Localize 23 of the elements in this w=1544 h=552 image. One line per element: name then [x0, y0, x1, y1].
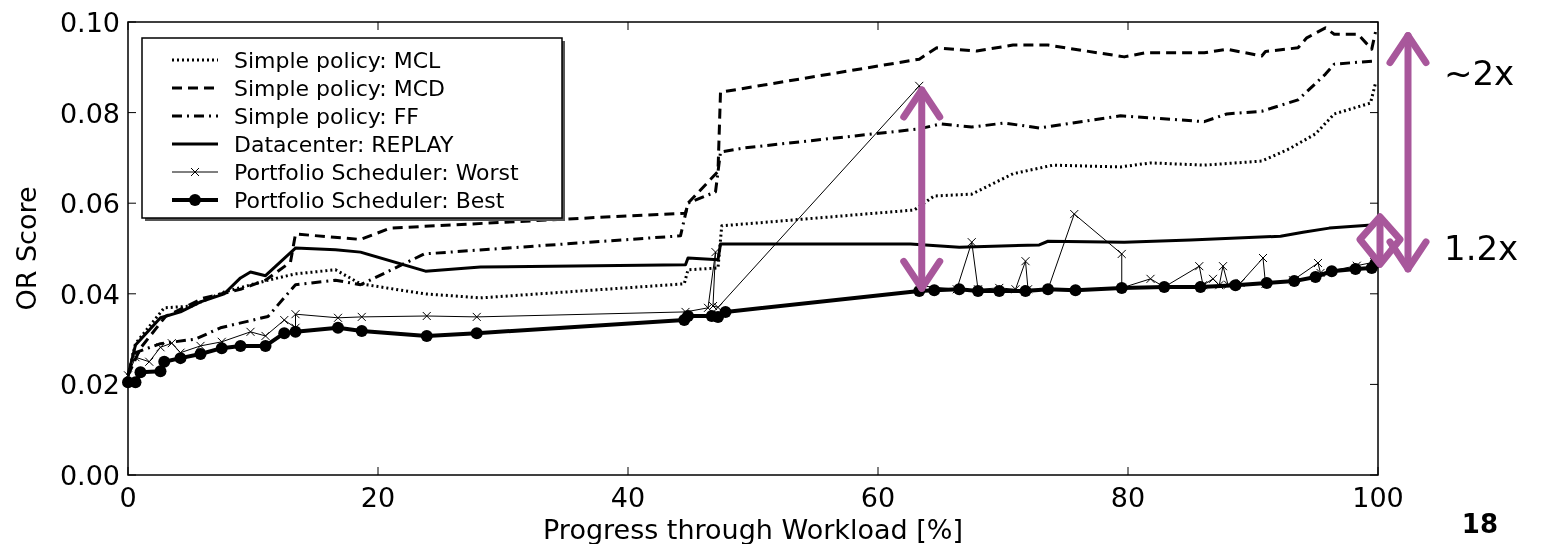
legend-label: Portfolio Scheduler: Worst: [234, 160, 520, 185]
y-tick-label: 0.06: [59, 188, 120, 220]
y-tick-label: 0.00: [59, 460, 120, 491]
legend-label: Portfolio Scheduler: Best: [234, 188, 505, 213]
x-tick-label: 80: [1110, 482, 1146, 513]
x-tick-label: 40: [610, 482, 646, 513]
legend-label: Datacenter: REPLAY: [234, 132, 454, 157]
text: 18: [1461, 509, 1498, 539]
x-tick-label: 60: [860, 482, 896, 513]
text: 1.2x: [1444, 227, 1519, 268]
y-tick-label: 0.10: [59, 7, 120, 38]
y-tick-label: 0.08: [59, 97, 120, 129]
text: ~2x: [1444, 53, 1515, 94]
x-tick-label: 20: [360, 482, 396, 513]
y-axis-title: OR Score: [11, 186, 42, 311]
x-tick-label: 0: [119, 482, 137, 513]
x-axis-title: Progress through Workload [%]: [543, 514, 963, 545]
legend-label: Simple policy: FF: [234, 104, 419, 129]
y-tick-label: 0.04: [59, 278, 120, 310]
legend-label: Simple policy: MCD: [234, 76, 445, 101]
legend-label: Simple policy: MCL: [234, 48, 442, 73]
y-tick-label: 0.02: [59, 369, 120, 401]
x-tick-label: 100: [1352, 482, 1404, 513]
